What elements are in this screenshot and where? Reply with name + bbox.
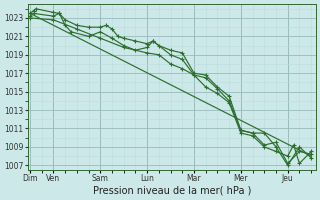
X-axis label: Pression niveau de la mer( hPa ): Pression niveau de la mer( hPa )	[92, 186, 251, 196]
